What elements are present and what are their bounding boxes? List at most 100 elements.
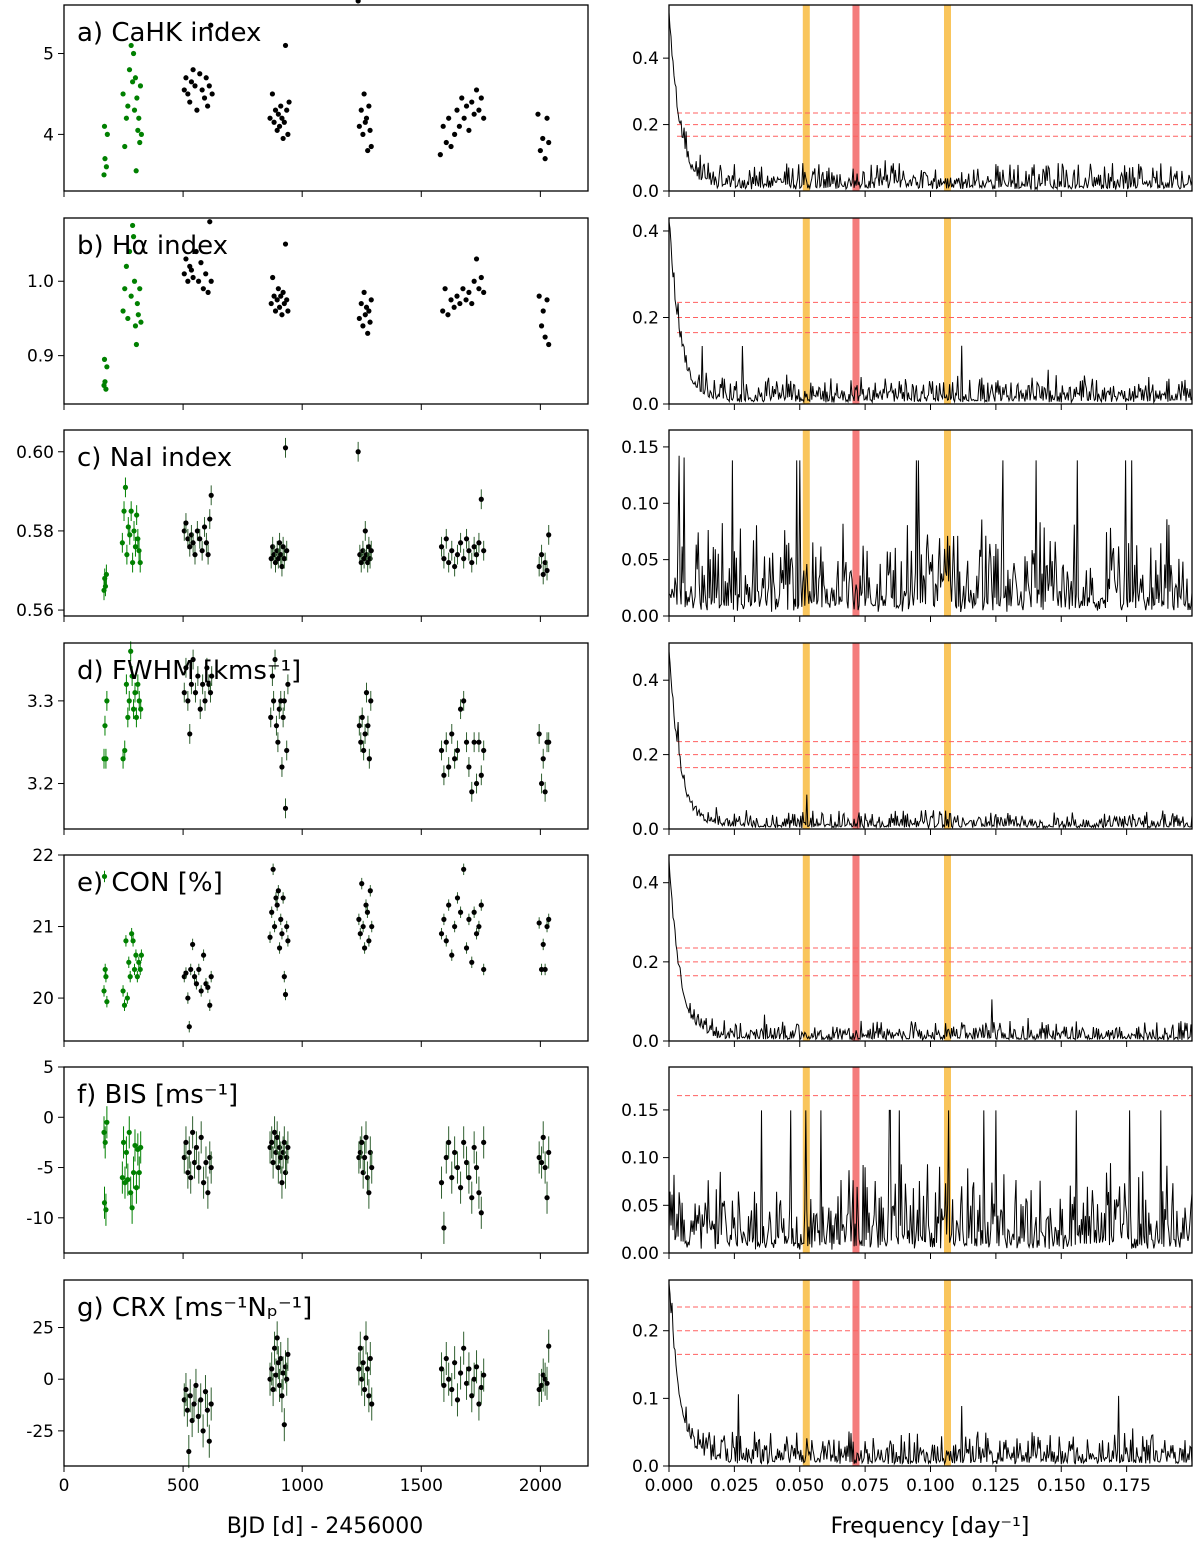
point-c-main-10: [201, 524, 208, 530]
point-f-main-45: [452, 1149, 458, 1156]
point-c-main-22: [278, 552, 284, 558]
point-a-early-1: [101, 123, 108, 129]
point-d-main-5: [190, 656, 196, 663]
panel-label-g: g) CRX [ms⁻¹Nₚ⁻¹]: [77, 1293, 312, 1323]
point-c-main-43: [449, 548, 455, 554]
left-axes-frame-c: [63, 429, 589, 617]
right-axes-frame-b: [668, 217, 1193, 405]
point-a-main-17: [269, 91, 276, 97]
point-g-main-36: [364, 1366, 371, 1372]
pgram-ytick-label-f-2: 0.10: [621, 1149, 659, 1169]
point-g-main-3: [186, 1448, 192, 1455]
point-a-main-6: [192, 83, 198, 89]
point-g-main-19: [273, 1372, 279, 1378]
point-b-main-56: [540, 308, 546, 314]
point-d-main-52: [476, 739, 482, 745]
point-g-main-6: [191, 1401, 197, 1407]
point-b-main-46: [463, 297, 469, 303]
point-a-main-40: [367, 127, 373, 133]
point-e-main-25: [280, 895, 286, 901]
pgram-ytick-label-c-0: 0.00: [621, 607, 659, 627]
point-g-main-54: [476, 1401, 482, 1407]
point-g-main-41: [441, 1382, 447, 1388]
pgram-ytick-label-f-3: 0.15: [621, 1101, 659, 1121]
point-c-main-36: [366, 544, 372, 550]
point-e-main-2: [185, 995, 191, 1001]
point-g-main-44: [449, 1386, 455, 1393]
point-c-main-21: [276, 540, 283, 546]
point-d-early-16: [138, 706, 144, 712]
point-a-early-14: [132, 75, 139, 81]
point-b-main-18: [274, 297, 280, 303]
point-d-main-29: [356, 723, 362, 729]
point-e-early-14: [133, 952, 139, 958]
point-a-early-19: [137, 139, 143, 146]
point-c-main-35: [365, 559, 371, 566]
pgram-xtick-label-g-5: 0.125: [972, 1476, 1021, 1496]
pgram-xtick-label-g-3: 0.075: [841, 1476, 890, 1496]
point-g-main-48: [461, 1345, 467, 1351]
point-a-main-13: [206, 83, 212, 89]
pgram-ytick-label-b-2: 0.4: [632, 222, 659, 242]
point-e-main-7: [193, 981, 200, 987]
point-f-main-5: [190, 1129, 196, 1135]
pgram-ytick-label-b-1: 0.2: [632, 308, 659, 328]
point-c-main-8: [197, 536, 203, 542]
point-d-main-19: [273, 723, 280, 729]
periodogram-g: [668, 1283, 1193, 1466]
point-e-early-18: [138, 952, 145, 958]
point-g-main-25: [280, 1370, 286, 1376]
point-g-main-28: [284, 1376, 290, 1382]
point-e-early-1: [101, 873, 108, 880]
point-c-main-12: [205, 552, 211, 558]
point-a-main-0: [181, 87, 187, 93]
left-axes-frame-b: [63, 217, 589, 405]
periodogram-c: [668, 455, 1193, 613]
point-b-main-16: [271, 293, 277, 299]
point-c-main-6: [192, 552, 198, 558]
point-b-early-12: [130, 234, 137, 240]
point-g-main-1: [183, 1386, 189, 1393]
point-f-early-10: [126, 1129, 132, 1135]
point-e-early-15: [134, 974, 140, 980]
point-b-early-1: [101, 356, 108, 362]
point-d-main-27: [284, 747, 290, 754]
point-a-main-52: [463, 103, 470, 109]
point-f-early-15: [133, 1185, 140, 1191]
point-a-main-47: [452, 131, 458, 137]
band-red-c: [852, 430, 860, 616]
point-c-main-1: [183, 520, 189, 526]
point-c-main-53: [476, 540, 482, 546]
point-b-main-26: [284, 297, 290, 303]
point-b-main-14: [268, 300, 274, 307]
point-g-main-53: [473, 1364, 480, 1370]
point-c-early-5: [121, 508, 127, 514]
point-g-main-14: [208, 1401, 214, 1407]
point-g-main-29: [285, 1351, 291, 1357]
point-d-main-8: [197, 706, 203, 712]
point-a-main-1: [183, 75, 189, 81]
point-d-main-47: [463, 739, 470, 745]
point-b-main-23: [280, 289, 286, 295]
point-c-main-59: [542, 559, 548, 566]
ytick-label-f-2: 0: [43, 1108, 54, 1128]
pgram-ytick-label-b-0: 0.0: [632, 395, 659, 415]
point-d-main-33: [362, 731, 368, 737]
point-a-early-10: [128, 42, 134, 49]
point-e-main-19: [273, 895, 279, 901]
point-f-main-60: [542, 1164, 548, 1171]
point-f-main-9: [198, 1134, 204, 1140]
point-f-early-6: [120, 1139, 127, 1146]
point-d-main-4: [188, 681, 195, 687]
point-d-main-56: [538, 780, 545, 787]
point-d-main-50: [471, 739, 477, 745]
point-g-main-26: [281, 1422, 287, 1428]
ytick-label-d-1: 3.3: [27, 692, 54, 712]
point-b-main-45: [460, 286, 466, 292]
point-e-early-13: [131, 966, 138, 973]
point-f-early-13: [130, 1169, 137, 1176]
point-e-early-3: [103, 974, 109, 980]
point-g-main-42: [443, 1355, 449, 1362]
point-b-main-25: [282, 241, 289, 247]
point-a-main-46: [448, 143, 454, 150]
